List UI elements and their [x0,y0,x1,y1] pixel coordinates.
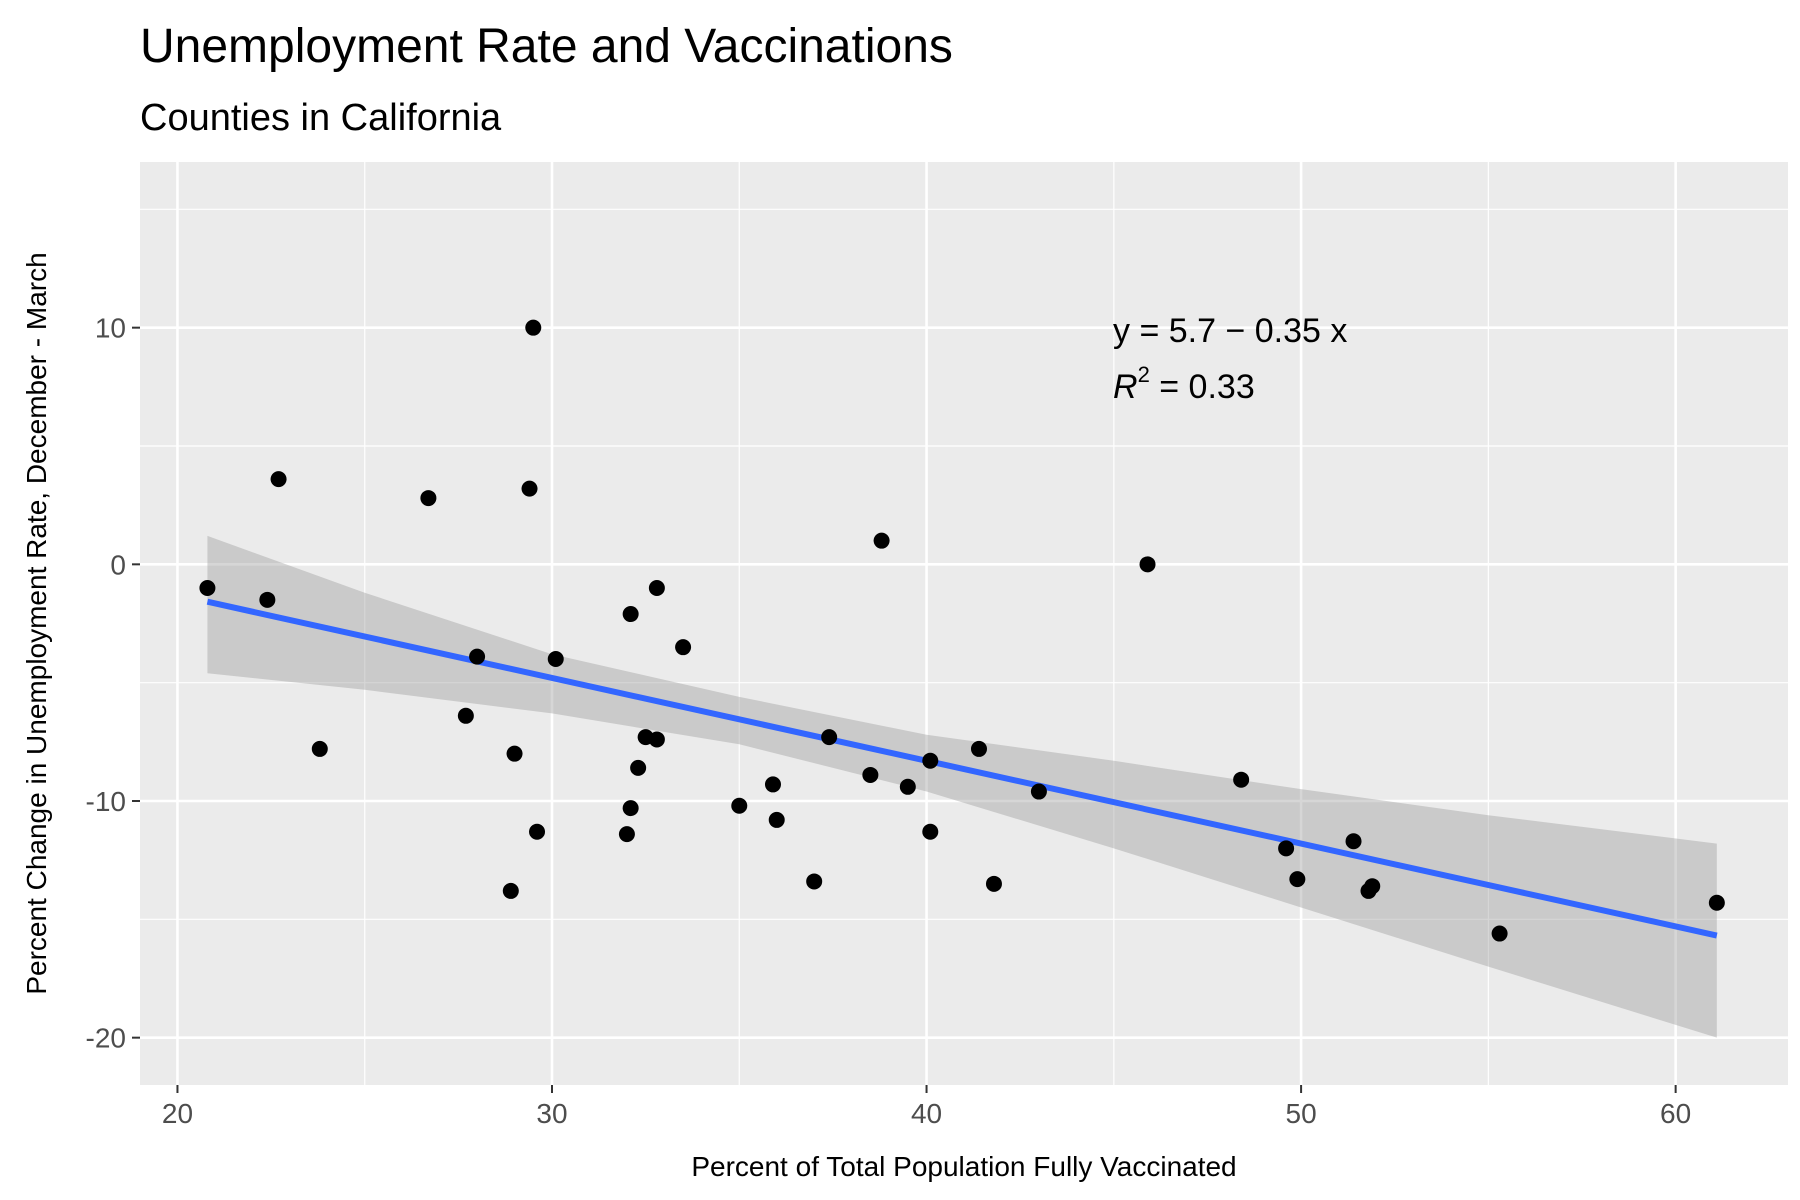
regression-line [206,598,1718,939]
data-point [764,776,781,793]
data-point [529,823,546,840]
data-point [821,729,838,746]
regression-equation: y = 5.7 − 0.35 x [1113,312,1347,350]
data-point [1289,871,1306,888]
data-point [1233,771,1250,788]
data-point [873,532,890,549]
data-point [525,319,542,336]
data-point [1030,783,1047,800]
data-point [420,490,437,507]
x-tick-label: 20 [162,1098,193,1129]
x-axis-title: Percent of Total Population Fully Vaccin… [691,1151,1236,1182]
chart-subtitle: Counties in California [140,97,502,139]
data-point [1278,840,1295,857]
x-tick-label: 60 [1660,1098,1691,1129]
data-point [547,651,564,667]
data-point [970,740,987,757]
data-point [199,580,216,596]
data-point [270,471,287,488]
data-point [648,580,665,596]
data-points [199,319,1725,942]
data-point [648,731,665,748]
data-point [506,745,523,762]
y-tick-label: 10 [95,313,126,344]
data-point [922,752,939,769]
y-tick-label: 0 [110,549,126,580]
data-point [1708,894,1725,911]
y-axis-ticks: 10 0 -10 -20 [86,313,140,1054]
plot-panel [140,162,1788,1085]
data-point [618,826,635,843]
data-point [922,823,939,840]
data-point [806,873,823,890]
data-point [899,778,916,795]
data-point [630,759,647,776]
data-point [457,707,474,724]
data-point [1491,925,1508,942]
data-point [675,639,692,656]
data-point [1364,878,1381,895]
y-axis-title: Percent Change in Unemployment Rate, Dec… [21,252,52,994]
x-axis-ticks: 20 30 40 50 60 [162,1085,1691,1129]
x-tick-label: 30 [536,1098,567,1129]
major-gridlines [140,162,1788,1085]
x-tick-label: 50 [1286,1098,1317,1129]
y-tick-label: -10 [86,786,126,817]
data-point [622,800,639,817]
x-tick-label: 40 [911,1098,942,1129]
data-point [311,740,328,757]
data-point [1139,556,1156,573]
data-point [985,875,1002,892]
data-point [1345,833,1362,850]
data-point [622,606,639,623]
data-point [862,766,879,783]
minor-gridlines [140,162,1788,1085]
data-point [521,480,538,497]
data-point [731,797,748,814]
confidence-band [207,535,1717,1038]
chart-title: Unemployment Rate and Vaccinations [140,20,953,73]
r-squared-label: R2 = 0.33 [1113,362,1255,406]
y-tick-label: -20 [86,1023,126,1054]
data-point [469,648,486,665]
data-point [502,882,519,899]
data-point [259,591,276,608]
data-point [768,811,785,828]
